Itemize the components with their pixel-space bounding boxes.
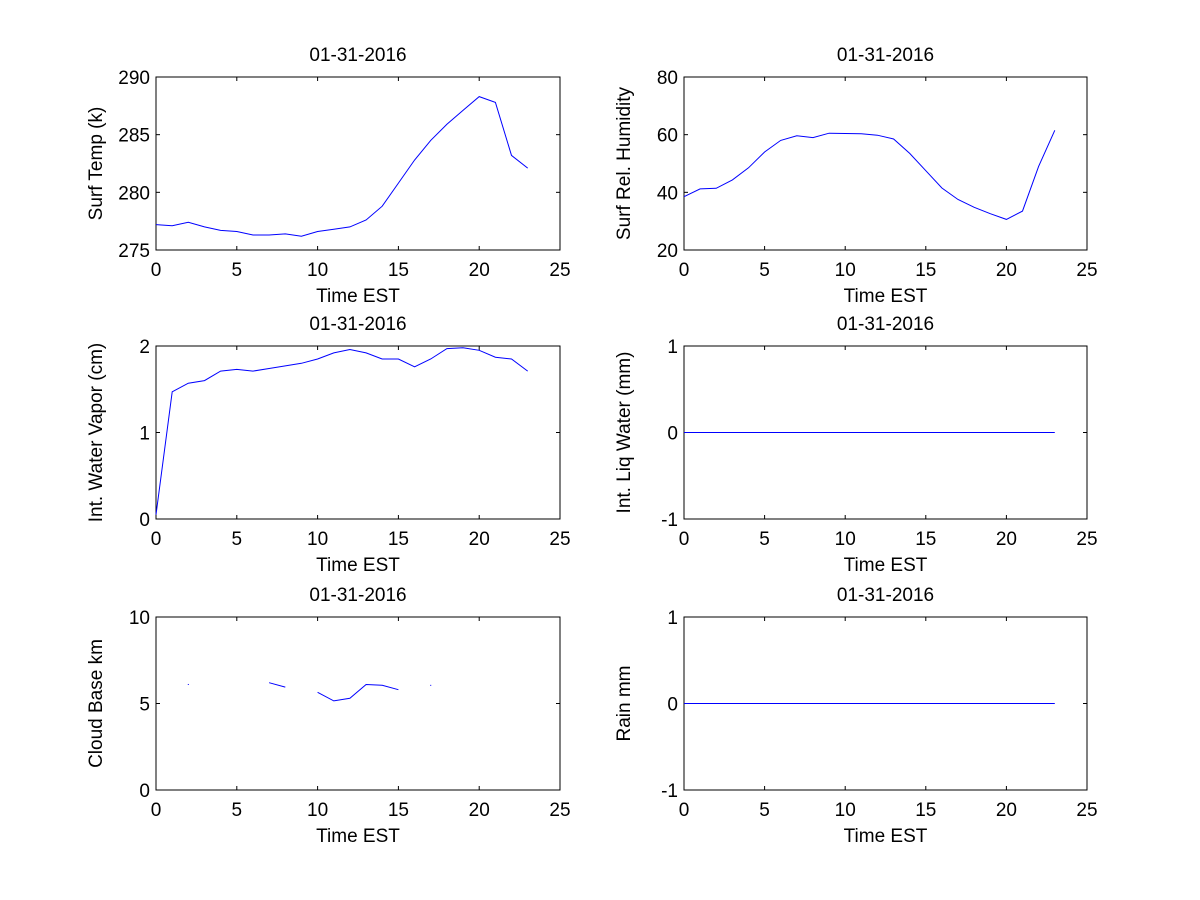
x-tick-label: 5 bbox=[759, 800, 770, 821]
x-tick-label: 25 bbox=[549, 529, 570, 550]
y-tick-label: 280 bbox=[118, 183, 150, 204]
x-tick-label: 10 bbox=[307, 529, 328, 550]
x-tick-label: 0 bbox=[151, 529, 162, 550]
chart-title: 01-31-2016 bbox=[309, 45, 406, 66]
series-line bbox=[155, 96, 529, 237]
chart-title: 01-31-2016 bbox=[837, 45, 934, 66]
y-axis-label: Int. Water Vapor (cm) bbox=[86, 343, 107, 522]
x-axis-label: Time EST bbox=[844, 286, 928, 307]
y-tick-label: 10 bbox=[129, 608, 150, 629]
x-tick-label: 15 bbox=[915, 800, 936, 821]
y-tick-label: 0 bbox=[139, 781, 150, 802]
x-tick-label: 25 bbox=[549, 260, 570, 281]
x-tick-label: 0 bbox=[151, 800, 162, 821]
x-tick-label: 25 bbox=[549, 800, 570, 821]
y-tick-label: -1 bbox=[661, 510, 678, 531]
series-line bbox=[317, 683, 399, 702]
y-tick-label: 2 bbox=[139, 337, 150, 358]
x-tick-label: 15 bbox=[388, 800, 409, 821]
x-tick-label: 10 bbox=[835, 800, 856, 821]
y-tick-label: 1 bbox=[667, 337, 678, 358]
y-tick-label: 40 bbox=[657, 183, 678, 204]
y-axis-label: Int. Liq Water (mm) bbox=[614, 352, 635, 514]
x-tick-label: 5 bbox=[759, 260, 770, 281]
x-tick-label: 15 bbox=[388, 529, 409, 550]
x-tick-label: 15 bbox=[915, 260, 936, 281]
chart-title: 01-31-2016 bbox=[309, 314, 406, 335]
x-axis-label: Time EST bbox=[844, 826, 928, 847]
subplot-3: 0 5 10 15 20 25 0 1 2 01-31-2016 Time EST Int. Wate… bbox=[86, 314, 571, 576]
y-axis-label: Cloud Base km bbox=[86, 639, 107, 768]
subplot-1: 0 5 10 15 20 25 275 280 285 290 01-31-2016 Time EST… bbox=[86, 45, 571, 307]
x-tick-label: 25 bbox=[1076, 529, 1097, 550]
x-axis-label: Time EST bbox=[316, 826, 400, 847]
y-tick-label: 0 bbox=[139, 510, 150, 531]
series-line bbox=[268, 682, 286, 688]
series-line bbox=[683, 130, 1056, 220]
axes-frame bbox=[155, 616, 561, 791]
x-tick-label: 10 bbox=[835, 529, 856, 550]
x-tick-label: 20 bbox=[996, 800, 1017, 821]
x-axis-label: Time EST bbox=[316, 555, 400, 576]
y-axis-label: Surf Temp (k) bbox=[86, 107, 107, 221]
x-tick-label: 0 bbox=[679, 800, 690, 821]
y-tick-label: 60 bbox=[657, 126, 678, 147]
x-tick-label: 5 bbox=[232, 260, 243, 281]
x-tick-label: 20 bbox=[469, 260, 490, 281]
x-tick-label: 15 bbox=[388, 260, 409, 281]
x-axis-label: Time EST bbox=[316, 286, 400, 307]
y-tick-label: 285 bbox=[118, 126, 150, 147]
y-axis-label: Surf Rel. Humidity bbox=[614, 86, 635, 240]
subplot-5: 0 5 10 15 20 25 0 5 10 01-31-2016 Time EST Cloud Ba… bbox=[86, 585, 571, 847]
x-tick-label: 0 bbox=[151, 260, 162, 281]
subplot-2: 0 5 10 15 20 25 20 40 60 80 01-31-2016 Time EST Surf… bbox=[614, 45, 1098, 307]
y-axis-label: Rain mm bbox=[614, 665, 635, 741]
x-tick-label: 20 bbox=[996, 260, 1017, 281]
x-tick-label: 20 bbox=[469, 529, 490, 550]
x-tick-label: 10 bbox=[307, 800, 328, 821]
x-tick-label: 25 bbox=[1076, 800, 1097, 821]
x-tick-label: 5 bbox=[232, 529, 243, 550]
y-tick-label: 0 bbox=[667, 424, 678, 445]
x-tick-label: 10 bbox=[835, 260, 856, 281]
y-tick-label: 0 bbox=[667, 695, 678, 716]
axes-frame bbox=[155, 76, 561, 251]
chart-title: 01-31-2016 bbox=[837, 585, 934, 606]
y-tick-label: 5 bbox=[139, 695, 150, 716]
y-tick-label: 20 bbox=[657, 241, 678, 262]
x-tick-label: 20 bbox=[469, 800, 490, 821]
x-tick-label: 5 bbox=[759, 529, 770, 550]
y-tick-label: 1 bbox=[667, 608, 678, 629]
x-tick-label: 10 bbox=[307, 260, 328, 281]
x-tick-label: 20 bbox=[996, 529, 1017, 550]
x-tick-label: 0 bbox=[679, 529, 690, 550]
axes-frame bbox=[155, 345, 561, 520]
y-tick-label: 275 bbox=[118, 241, 150, 262]
x-tick-label: 0 bbox=[679, 260, 690, 281]
y-tick-label: 290 bbox=[118, 68, 150, 89]
chart-title: 01-31-2016 bbox=[309, 585, 406, 606]
x-tick-label: 25 bbox=[1076, 260, 1097, 281]
y-tick-label: 1 bbox=[139, 424, 150, 445]
axes-frame bbox=[683, 76, 1088, 251]
x-tick-label: 5 bbox=[232, 800, 243, 821]
x-tick-label: 15 bbox=[915, 529, 936, 550]
y-tick-label: -1 bbox=[661, 781, 678, 802]
x-axis-label: Time EST bbox=[844, 555, 928, 576]
chart-title: 01-31-2016 bbox=[837, 314, 934, 335]
y-tick-label: 80 bbox=[657, 68, 678, 89]
series-line bbox=[155, 347, 528, 515]
